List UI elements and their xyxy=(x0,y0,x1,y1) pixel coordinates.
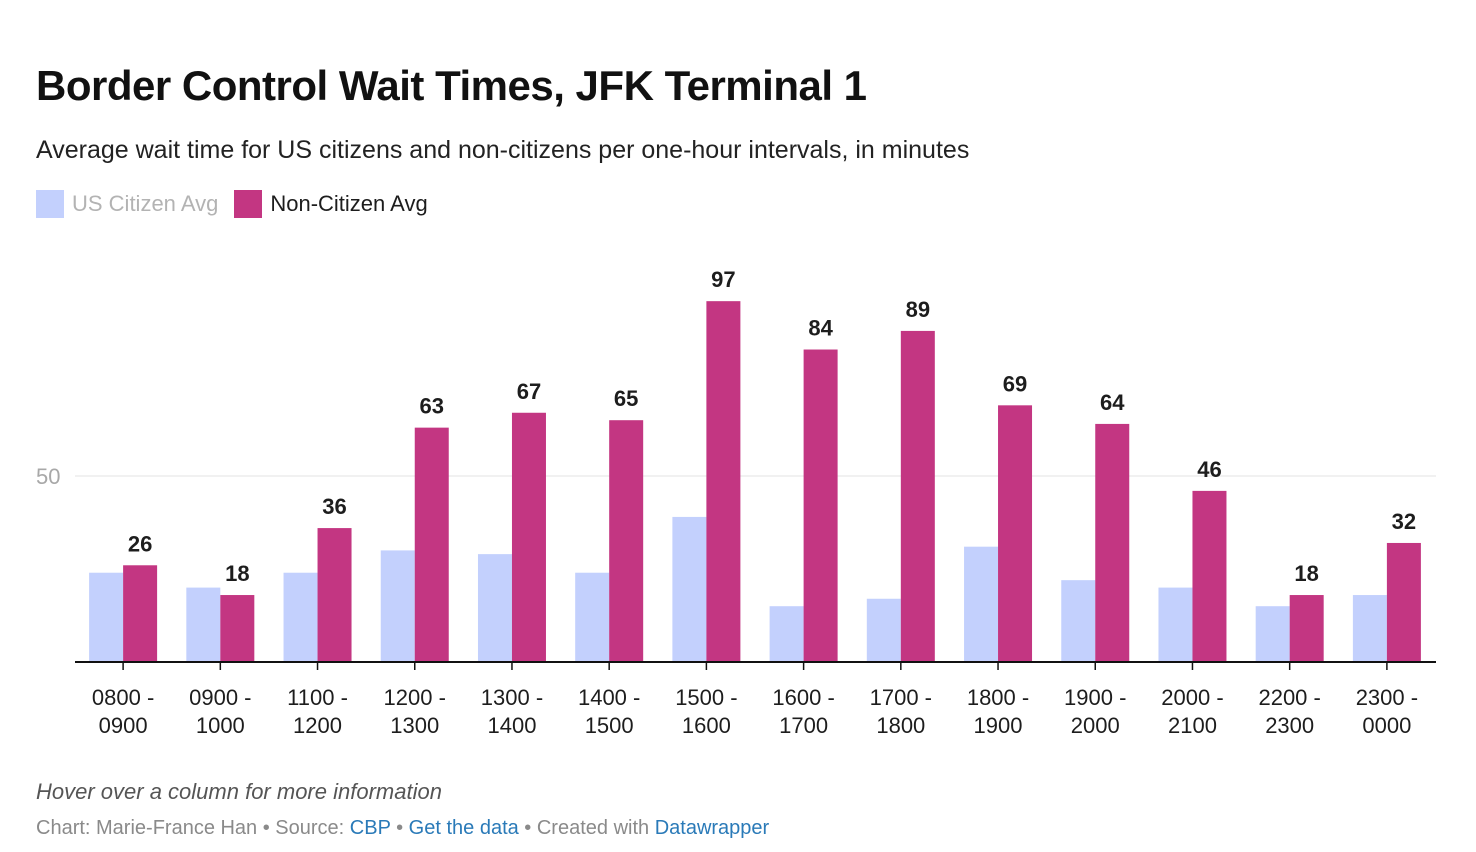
x-tick-label-8: 1700 -1800 xyxy=(870,685,932,738)
bar-non-citizen-1[interactable] xyxy=(220,595,255,662)
data-label-non-citizen-3: 63 xyxy=(420,394,444,419)
data-label-non-citizen-0: 26 xyxy=(128,531,152,556)
bar-non-citizen-7[interactable] xyxy=(803,349,838,662)
bar-non-citizen-12[interactable] xyxy=(1289,595,1324,662)
data-label-non-citizen-13: 32 xyxy=(1392,509,1416,534)
x-tick-label-4: 1300 -1400 xyxy=(481,685,543,738)
bar-us-citizen-7[interactable] xyxy=(769,606,804,662)
x-tick-label-2: 1100 -1200 xyxy=(287,685,348,738)
bar-us-citizen-9[interactable] xyxy=(964,546,999,662)
bar-us-citizen-2[interactable] xyxy=(283,572,318,662)
legend-swatch-us-citizen xyxy=(36,190,64,218)
bar-non-citizen-5[interactable] xyxy=(609,420,644,662)
bar-non-citizen-6[interactable] xyxy=(706,301,741,662)
bar-non-citizen-4[interactable] xyxy=(511,412,546,662)
bar-non-citizen-8[interactable] xyxy=(900,330,935,662)
data-label-non-citizen-12: 18 xyxy=(1294,561,1318,586)
legend-label-us-citizen: US Citizen Avg xyxy=(72,191,219,216)
bar-non-citizen-13[interactable] xyxy=(1386,542,1421,662)
data-label-non-citizen-7: 84 xyxy=(808,316,833,341)
bar-us-citizen-4[interactable] xyxy=(477,554,512,662)
data-label-non-citizen-10: 64 xyxy=(1100,390,1125,415)
legend-swatch-non-citizen xyxy=(234,190,263,218)
data-label-non-citizen-9: 69 xyxy=(1003,371,1027,396)
x-tick-label-0: 0800 -0900 xyxy=(92,685,154,738)
legend-item-non-citizen[interactable]: Non-Citizen Avg xyxy=(234,190,428,218)
legend: US Citizen Avg Non-Citizen Avg xyxy=(36,190,444,218)
footer-separator: • xyxy=(390,817,409,839)
x-tick-label-5: 1400 -1500 xyxy=(578,685,640,738)
bar-us-citizen-12[interactable] xyxy=(1255,606,1290,662)
bar-us-citizen-13[interactable] xyxy=(1352,595,1387,662)
bar-chart: 50 26 0800 -0900 18 0900 -1000 36 1100 -1200 63… xyxy=(36,267,1436,738)
source-link[interactable]: CBP xyxy=(349,817,391,839)
chart-subtitle: Average wait time for US citizens and no… xyxy=(36,136,970,164)
bar-us-citizen-5[interactable] xyxy=(575,572,610,662)
bar-non-citizen-2[interactable] xyxy=(317,528,352,662)
legend-label-non-citizen: Non-Citizen Avg xyxy=(270,191,428,216)
bar-us-citizen-0[interactable] xyxy=(89,572,124,662)
bar-non-citizen-9[interactable] xyxy=(998,405,1033,662)
footer-credits: Chart: Marie-France Han • Source: CBP • … xyxy=(36,817,769,840)
datawrapper-link[interactable]: Datawrapper xyxy=(654,817,770,839)
x-tick-label-13: 2300 -0000 xyxy=(1356,685,1418,738)
legend-item-us-citizen[interactable]: US Citizen Avg xyxy=(36,190,218,218)
x-tick-label-10: 1900 -2000 xyxy=(1064,685,1126,738)
data-label-non-citizen-8: 89 xyxy=(906,297,930,322)
get-data-link[interactable]: Get the data xyxy=(408,817,519,839)
bar-us-citizen-3[interactable] xyxy=(380,550,415,662)
data-label-non-citizen-2: 36 xyxy=(322,494,346,519)
bar-non-citizen-3[interactable] xyxy=(414,427,449,662)
hover-hint: Hover over a column for more information xyxy=(36,779,442,804)
footer-created-with: • Created with xyxy=(518,817,655,839)
bar-us-citizen-1[interactable] xyxy=(186,587,221,662)
bar-us-citizen-10[interactable] xyxy=(1061,580,1096,662)
bar-non-citizen-10[interactable] xyxy=(1095,423,1130,662)
x-tick-label-12: 2200 -2300 xyxy=(1258,685,1320,738)
data-label-non-citizen-1: 18 xyxy=(225,561,249,586)
x-tick-label-6: 1500 -1600 xyxy=(675,685,737,738)
x-tick-label-1: 0900 -1000 xyxy=(189,685,251,738)
data-label-non-citizen-4: 67 xyxy=(517,379,541,404)
bar-us-citizen-6[interactable] xyxy=(672,516,707,662)
x-tick-label-7: 1600 -1700 xyxy=(772,685,834,738)
footer-credit-text: Chart: Marie-France Han • Source: xyxy=(36,817,350,839)
y-tick-label-50: 50 xyxy=(36,464,60,489)
bar-non-citizen-0[interactable] xyxy=(123,565,158,662)
data-label-non-citizen-11: 46 xyxy=(1197,457,1221,482)
bar-us-citizen-11[interactable] xyxy=(1158,587,1193,662)
x-tick-label-9: 1800 -1900 xyxy=(967,685,1029,738)
data-label-non-citizen-5: 65 xyxy=(614,386,638,411)
bar-us-citizen-8[interactable] xyxy=(866,598,901,662)
x-tick-label-3: 1200 -1300 xyxy=(384,685,446,738)
data-label-non-citizen-6: 97 xyxy=(711,267,735,292)
x-tick-label-11: 2000 -2100 xyxy=(1161,685,1223,738)
chart-title: Border Control Wait Times, JFK Terminal … xyxy=(36,62,867,109)
bar-non-citizen-11[interactable] xyxy=(1192,490,1227,662)
